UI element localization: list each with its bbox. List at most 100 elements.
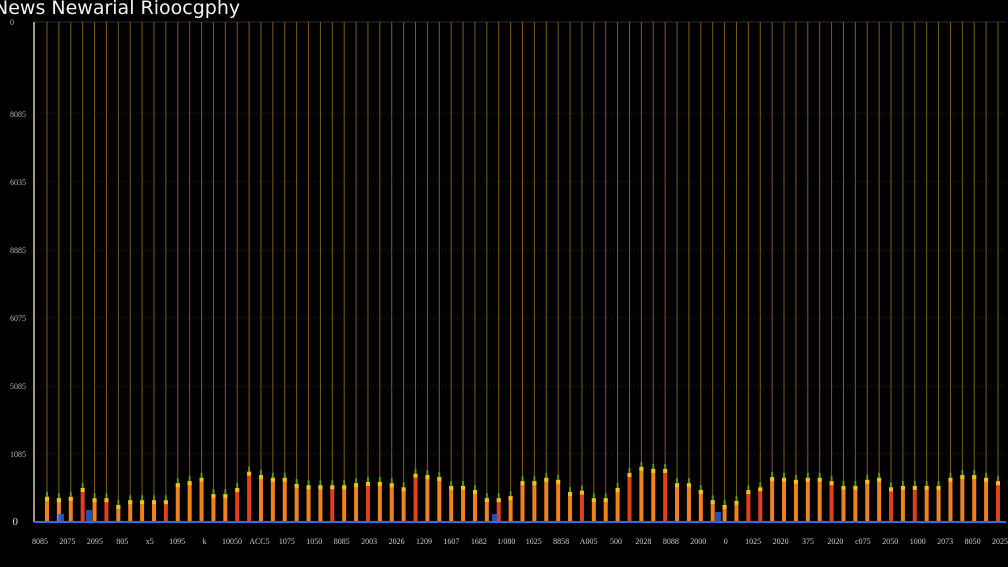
bar [294, 483, 299, 522]
x-tick-label: 8085 [32, 537, 48, 546]
bar [663, 468, 668, 522]
bar-top [865, 479, 870, 484]
x-tick-label: 8085 [334, 537, 350, 546]
bar-top [68, 496, 73, 501]
bar-tip [592, 493, 595, 499]
bar-top [579, 490, 584, 495]
bar-tip [105, 493, 108, 499]
bar-tip [248, 466, 251, 472]
bar [734, 500, 739, 522]
bar-top [128, 500, 133, 505]
bar-tip [735, 495, 738, 501]
bar-tip [676, 478, 679, 484]
bar-top [639, 466, 644, 471]
top-label: 0 [10, 18, 14, 27]
bar-tip [759, 482, 762, 488]
bar-top [912, 485, 917, 490]
bar-tip [141, 495, 144, 501]
bar-top [425, 475, 430, 480]
bar-top [496, 498, 501, 503]
bar-top [92, 498, 97, 503]
bar-top [377, 481, 382, 486]
bar [877, 477, 882, 522]
x-tick-label: 2000 [690, 537, 706, 546]
bar-tip [378, 476, 381, 482]
y-tick-label: 8085 [10, 110, 26, 119]
bar [520, 481, 525, 522]
bar-top [817, 477, 822, 482]
x-tick-label: 375 [802, 537, 814, 546]
x-tick-label: c075 [855, 537, 871, 546]
bar-tip [188, 476, 191, 482]
bar [889, 487, 894, 522]
x-tick-label: 10050 [222, 537, 242, 546]
bar [924, 485, 929, 522]
bar-tip [664, 463, 667, 469]
bar [698, 490, 703, 522]
bar [591, 498, 596, 522]
bar-top [318, 485, 323, 490]
bar-tip [319, 480, 322, 486]
bar-top [722, 504, 727, 509]
bar-top [663, 468, 668, 473]
bar-tip [450, 480, 453, 486]
bar-top [116, 504, 121, 509]
x-tick-label: 1/080 [497, 537, 515, 546]
bar [342, 485, 347, 522]
x-tick-label: 2020 [827, 537, 843, 546]
bar-tip [854, 480, 857, 486]
bar-tip [81, 482, 84, 488]
bar-tip [783, 472, 786, 478]
x-tick-label: 1075 [279, 537, 295, 546]
bar-tip [949, 472, 952, 478]
bar-tip [331, 480, 334, 486]
bar-top [389, 483, 394, 488]
bar [508, 496, 513, 522]
bar-tip [366, 476, 369, 482]
bar-tip [509, 491, 512, 497]
bar-tip [462, 480, 465, 486]
x-tick-label: 1607 [443, 537, 459, 546]
bar [472, 490, 477, 522]
bar [437, 477, 442, 522]
bar [984, 477, 989, 522]
bar-top [984, 477, 989, 482]
bar-top [342, 485, 347, 490]
bar-top [972, 475, 977, 480]
bar-tip [640, 461, 643, 467]
bar [116, 504, 121, 522]
bar [484, 498, 489, 522]
bar [603, 498, 608, 522]
bar-tip [129, 495, 132, 501]
bar-tip [390, 478, 393, 484]
bar-top [45, 496, 49, 501]
bar-tip [794, 474, 797, 480]
bar-top [556, 479, 561, 484]
bar [163, 500, 168, 522]
bar-tip [973, 470, 976, 476]
bar-top [532, 481, 537, 486]
bar-top [401, 487, 406, 492]
bar-tip [152, 495, 155, 501]
x-tick-label: x5 [146, 537, 154, 546]
x-tick-label: 2095 [87, 537, 103, 546]
y-tick-label: 8885 [10, 246, 26, 255]
bar [389, 483, 394, 522]
bar [960, 475, 965, 522]
bar-top [889, 487, 894, 492]
bar-top [508, 496, 513, 501]
y-tick-label: 6035 [10, 178, 26, 187]
bar-tip [259, 470, 262, 476]
bar-tip [164, 495, 167, 501]
bar [461, 485, 466, 522]
bar [401, 487, 406, 522]
bar [270, 477, 275, 522]
bar-top [140, 500, 145, 505]
bar-top [615, 487, 620, 492]
bar [235, 487, 240, 522]
x-tick-label: 2003 [361, 537, 377, 546]
bar-tip [93, 493, 96, 499]
bar-tip [866, 474, 869, 480]
bar-top [104, 498, 109, 503]
bar-top [805, 477, 810, 482]
